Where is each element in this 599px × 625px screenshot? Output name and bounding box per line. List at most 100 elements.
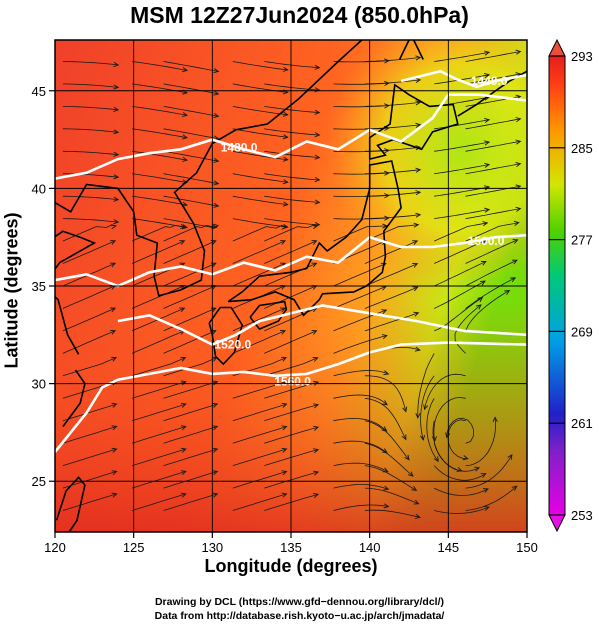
streamline	[62, 448, 117, 466]
y-tick-label: 25	[32, 474, 46, 489]
streamline-arrowhead	[415, 167, 422, 173]
streamline	[232, 403, 287, 422]
streamline-arrowhead	[510, 277, 517, 283]
streamline	[132, 150, 188, 161]
coastline-segment	[398, 40, 410, 60]
streamline	[434, 506, 490, 514]
streamline-arrowhead	[507, 454, 513, 460]
streamline-arrowhead	[569, 352, 574, 356]
streamline	[465, 454, 513, 489]
streamline	[434, 119, 490, 130]
streamline-arrowhead	[585, 164, 590, 168]
streamline	[465, 417, 497, 466]
colorbar-tick-label: 269	[571, 324, 593, 339]
streamline-arrowhead	[415, 190, 422, 196]
streamline-arrowhead	[480, 473, 487, 478]
streamline-arrowhead	[113, 174, 120, 180]
streamline-arrowhead	[484, 72, 491, 79]
streamline	[420, 375, 435, 440]
streamline	[132, 218, 188, 228]
streamline	[434, 239, 487, 264]
streamline-arrowhead	[383, 503, 390, 509]
streamline	[232, 150, 288, 161]
streamline	[364, 79, 421, 85]
streamline	[364, 312, 419, 332]
streamline-arrowhead	[213, 90, 220, 96]
coastline-segment	[227, 160, 402, 317]
streamline	[62, 83, 119, 88]
x-axis-label: Longitude (degrees)	[204, 556, 378, 576]
streamline-arrowhead	[401, 434, 407, 441]
streamline	[264, 285, 317, 309]
streamline	[465, 51, 521, 62]
contour-line	[400, 69, 527, 89]
streamline-arrowhead	[182, 67, 189, 73]
streamline-arrowhead	[111, 356, 118, 362]
streamline-arrowhead	[411, 485, 418, 491]
streamline	[364, 465, 417, 491]
streamline-arrowhead	[512, 259, 518, 265]
streamline-arrowhead	[414, 346, 421, 352]
streamline	[264, 150, 320, 158]
streamline-arrowhead	[280, 240, 287, 245]
contour-label: 1520.0	[214, 338, 251, 352]
streamline-arrowhead	[415, 212, 422, 218]
streamline	[163, 357, 218, 377]
streamline	[132, 106, 188, 116]
streamline	[62, 493, 117, 511]
streamline	[62, 150, 119, 156]
streamline-arrowhead	[381, 334, 388, 340]
streamline-arrowhead	[212, 425, 219, 431]
streamline	[131, 493, 186, 511]
y-tick-label: 30	[32, 377, 46, 392]
streamline-arrowhead	[111, 492, 118, 498]
y-tick-label: 40	[32, 181, 46, 196]
streamline-arrowhead	[179, 307, 186, 313]
streamline-arrowhead	[477, 296, 484, 303]
streamline-arrowhead	[382, 448, 388, 454]
x-tick-label: 145	[437, 540, 459, 555]
streamline	[432, 420, 462, 472]
streamline-arrowhead	[110, 330, 117, 335]
streamline	[62, 218, 119, 223]
streamline-arrowhead	[581, 283, 586, 287]
streamline	[163, 218, 219, 229]
x-tick-label: 120	[44, 540, 66, 555]
streamline	[333, 504, 389, 511]
streamline-arrowhead	[583, 222, 588, 226]
streamline	[131, 448, 186, 466]
streamline	[163, 106, 219, 117]
streamline	[364, 509, 420, 518]
streamline	[465, 290, 510, 332]
streamline-arrowhead	[281, 470, 288, 476]
streamline	[434, 222, 488, 242]
grid-lines	[55, 40, 527, 532]
streamline-arrowhead	[281, 425, 288, 431]
streamline-arrowhead	[311, 330, 318, 335]
streamline-arrowhead	[580, 302, 585, 306]
streamline-arrowhead	[179, 240, 186, 245]
streamline-arrowhead	[484, 140, 491, 146]
streamline-arrowhead	[180, 470, 187, 476]
streamline	[364, 442, 414, 477]
streamline	[465, 140, 521, 152]
streamline-arrowhead	[313, 448, 320, 454]
streamline-arrowhead	[515, 49, 522, 55]
streamline	[264, 106, 320, 113]
streamline-arrowhead	[180, 447, 187, 453]
streamline	[131, 285, 185, 309]
contour-line	[117, 304, 527, 347]
streamline-arrowhead	[413, 311, 420, 317]
streamline	[333, 440, 388, 454]
streamline-arrowhead	[180, 356, 187, 362]
streamline-arrowhead	[213, 202, 220, 208]
streamline	[163, 128, 219, 140]
streamline	[131, 330, 185, 354]
streamline	[232, 83, 288, 93]
y-tick-label: 35	[32, 279, 46, 294]
streamline-arrowhead	[585, 74, 590, 78]
streamline-arrowhead	[180, 402, 187, 408]
colorbar-tick-label: 261	[571, 416, 593, 431]
streamline	[232, 240, 286, 264]
streamline-arrowhead	[113, 84, 120, 90]
